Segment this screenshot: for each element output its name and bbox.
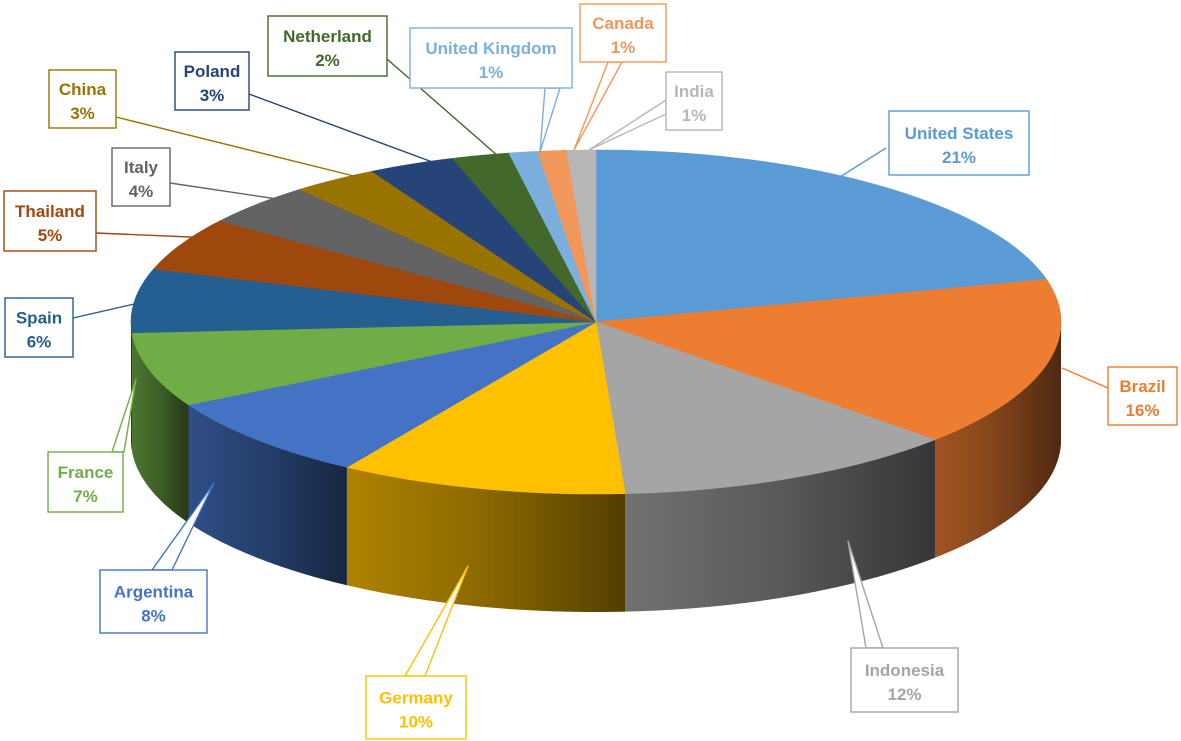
value-label-united-kingdom: 1% [479, 63, 504, 82]
leader-thailand [95, 232, 214, 239]
value-label-argentina: 8% [141, 607, 166, 626]
callout-box-netherland [267, 15, 388, 77]
leader-netherland [386, 58, 499, 157]
value-label-canada: 1% [611, 38, 636, 57]
side-brazil-shade [934, 322, 1061, 558]
slice-thailand [153, 220, 597, 323]
slice-india [566, 149, 597, 323]
side-spain-shade [131, 322, 132, 451]
callout-box-france [47, 451, 124, 513]
value-label-netherland: 2% [315, 51, 340, 70]
slice-italy [218, 189, 597, 323]
category-label-united-kingdom: United Kingdom [425, 39, 556, 58]
slice-united-states [595, 149, 1047, 323]
value-label-united-states: 21% [942, 148, 976, 167]
side-germany-shade [346, 467, 626, 612]
value-label-indonesia: 12% [887, 685, 921, 704]
callout-box-china [48, 69, 117, 129]
callout-box-poland [174, 51, 250, 111]
value-label-germany: 10% [399, 713, 433, 732]
callout-box-brazil [1107, 366, 1178, 426]
slice-netherland [451, 152, 597, 323]
value-label-thailand: 5% [38, 226, 63, 245]
slice-france [131, 321, 597, 406]
slice-united-kingdom [508, 151, 597, 323]
leader-lines [72, 58, 1109, 677]
slice-china [298, 170, 597, 323]
callout-box-indonesia [850, 647, 959, 713]
value-label-china: 3% [70, 104, 95, 123]
callout-box-united-kingdom [409, 27, 573, 89]
value-label-india: 1% [682, 106, 707, 125]
side-france-shade [131, 332, 189, 523]
callout-box-germany [365, 675, 467, 740]
category-label-poland: Poland [184, 62, 241, 81]
callout-box-argentina [99, 569, 208, 634]
callout-box-thailand [3, 190, 97, 252]
callout-box-italy [111, 147, 171, 207]
category-label-argentina: Argentina [114, 583, 194, 602]
slice-indonesia [595, 321, 936, 494]
leader-united-states [834, 147, 887, 181]
category-label-germany: Germany [379, 689, 453, 708]
category-label-india: India [674, 82, 714, 101]
category-label-spain: Spain [16, 309, 62, 328]
leader-spain [72, 299, 153, 319]
category-label-united-states: United States [905, 124, 1014, 143]
leader-india [588, 99, 667, 151]
category-label-china: China [59, 80, 107, 99]
callout-box-india [665, 71, 723, 131]
leader-china [115, 116, 371, 181]
category-label-netherland: Netherland [283, 27, 372, 46]
category-label-canada: Canada [592, 14, 654, 33]
slice-spain [130, 268, 597, 334]
leader-italy [169, 182, 285, 201]
pie-top [130, 149, 1062, 495]
value-label-italy: 4% [129, 182, 154, 201]
leader-poland [248, 93, 436, 164]
slice-argentina [187, 321, 597, 468]
category-label-indonesia: Indonesia [865, 661, 945, 680]
data-labels: United States 21% Brazil 16% Indonesia 12% Ger… [3, 3, 1178, 740]
leader-united-kingdom [539, 87, 561, 153]
leader-brazil [1061, 367, 1109, 389]
value-label-spain: 6% [27, 333, 52, 352]
callout-box-spain [4, 297, 74, 358]
callout-box-united-states [888, 110, 1030, 176]
value-label-france: 7% [73, 487, 98, 506]
slice-poland [371, 158, 597, 323]
value-label-brazil: 16% [1125, 401, 1159, 420]
category-label-brazil: Brazil [1119, 377, 1165, 396]
category-label-thailand: Thailand [15, 202, 85, 221]
slice-germany [346, 321, 626, 495]
value-label-poland: 3% [200, 86, 225, 105]
side-argentina-shade [188, 404, 347, 586]
callout-box-canada [579, 3, 667, 63]
slice-brazil [595, 278, 1062, 441]
category-label-italy: Italy [124, 158, 159, 177]
category-label-france: France [58, 463, 114, 482]
